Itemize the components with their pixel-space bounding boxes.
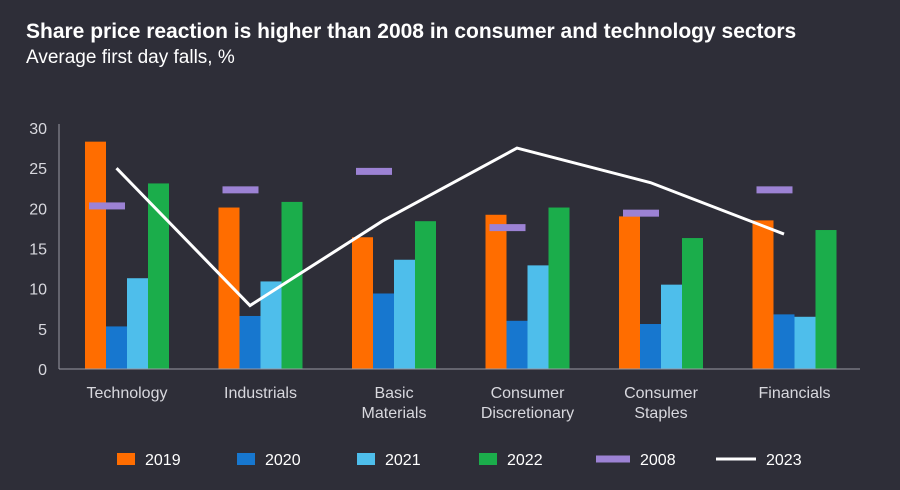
legend-label: 2022	[507, 452, 543, 469]
marker-2008	[756, 186, 793, 194]
legend-label: 2021	[385, 452, 421, 469]
bar-2021	[661, 284, 682, 369]
bar-2022	[548, 207, 570, 369]
bar-2019	[352, 237, 373, 369]
line-2023	[115, 146, 785, 308]
legend-swatch	[117, 453, 135, 465]
markers-2008-layer	[89, 167, 793, 232]
x-category-label: Discretionary	[481, 405, 574, 422]
marker-2008	[356, 167, 392, 175]
x-category-label: Financials	[758, 385, 830, 402]
bar-2022	[148, 183, 169, 369]
legend-item-2019: 2019	[117, 452, 181, 469]
legend-label: 2019	[145, 452, 181, 469]
bar-2020	[640, 324, 661, 369]
y-tick-label: 30	[29, 121, 47, 138]
bar-2022	[281, 201, 303, 369]
bar-2019	[752, 220, 774, 369]
chart-title: Share price reaction is higher than 2008…	[26, 20, 797, 43]
bar-2021	[794, 316, 816, 369]
bar-2022	[815, 230, 837, 369]
bar-2020	[239, 315, 261, 369]
bar-2021	[527, 265, 549, 369]
x-category-label: Basic	[374, 385, 413, 402]
bar-2020	[106, 326, 127, 369]
bars-layer	[85, 141, 837, 369]
x-category-label: Staples	[634, 405, 687, 422]
x-category-label: Consumer	[491, 385, 565, 402]
legend-label: 2020	[265, 452, 301, 469]
legend-item-2021: 2021	[357, 452, 421, 469]
legend-swatch	[357, 453, 375, 465]
line-2023-layer	[115, 146, 785, 308]
marker-2008	[222, 186, 259, 194]
bar-2021	[127, 278, 148, 369]
bar-2021	[394, 259, 415, 369]
y-tick-label: 10	[29, 282, 47, 299]
x-category-label: Industrials	[224, 385, 297, 402]
y-tick-label: 20	[29, 201, 47, 218]
chart-subtitle: Average first day falls, %	[26, 47, 235, 68]
bar-2020	[506, 320, 528, 369]
bar-2020	[373, 293, 394, 369]
legend-swatch	[479, 453, 497, 465]
marker-2008	[89, 202, 125, 210]
legend-item-2020: 2020	[237, 452, 301, 469]
bar-2019	[619, 216, 640, 369]
y-tick-label: 5	[38, 322, 47, 339]
marker-2008	[489, 224, 526, 232]
y-tick-label: 15	[29, 242, 47, 259]
legend: 2019 2020 2021 2022 2008 2023	[117, 452, 802, 469]
bar-2022	[682, 238, 703, 369]
x-axis: Technology Industrials Basic Materials Consu…	[59, 368, 860, 422]
x-category-label: Technology	[87, 385, 168, 402]
legend-item-2008: 2008	[596, 452, 676, 469]
legend-item-2023: 2023	[716, 452, 802, 469]
y-axis: 0 5 10 15 20 25 30	[29, 121, 60, 379]
bar-2020	[773, 314, 795, 369]
legend-label: 2023	[766, 452, 802, 469]
bar-2022	[415, 221, 436, 369]
x-category-label: Consumer	[624, 385, 698, 402]
legend-swatch	[596, 455, 630, 463]
bar-2019	[485, 214, 507, 369]
legend-swatch	[237, 453, 255, 465]
legend-item-2022: 2022	[479, 452, 543, 469]
x-category-label: Materials	[362, 405, 427, 422]
y-tick-label: 25	[29, 161, 47, 178]
bar-2021	[260, 281, 282, 369]
bar-2019	[218, 207, 240, 369]
bar-2019	[85, 141, 106, 369]
y-tick-label: 0	[38, 362, 47, 379]
marker-2008	[623, 209, 659, 217]
legend-label: 2008	[640, 452, 676, 469]
